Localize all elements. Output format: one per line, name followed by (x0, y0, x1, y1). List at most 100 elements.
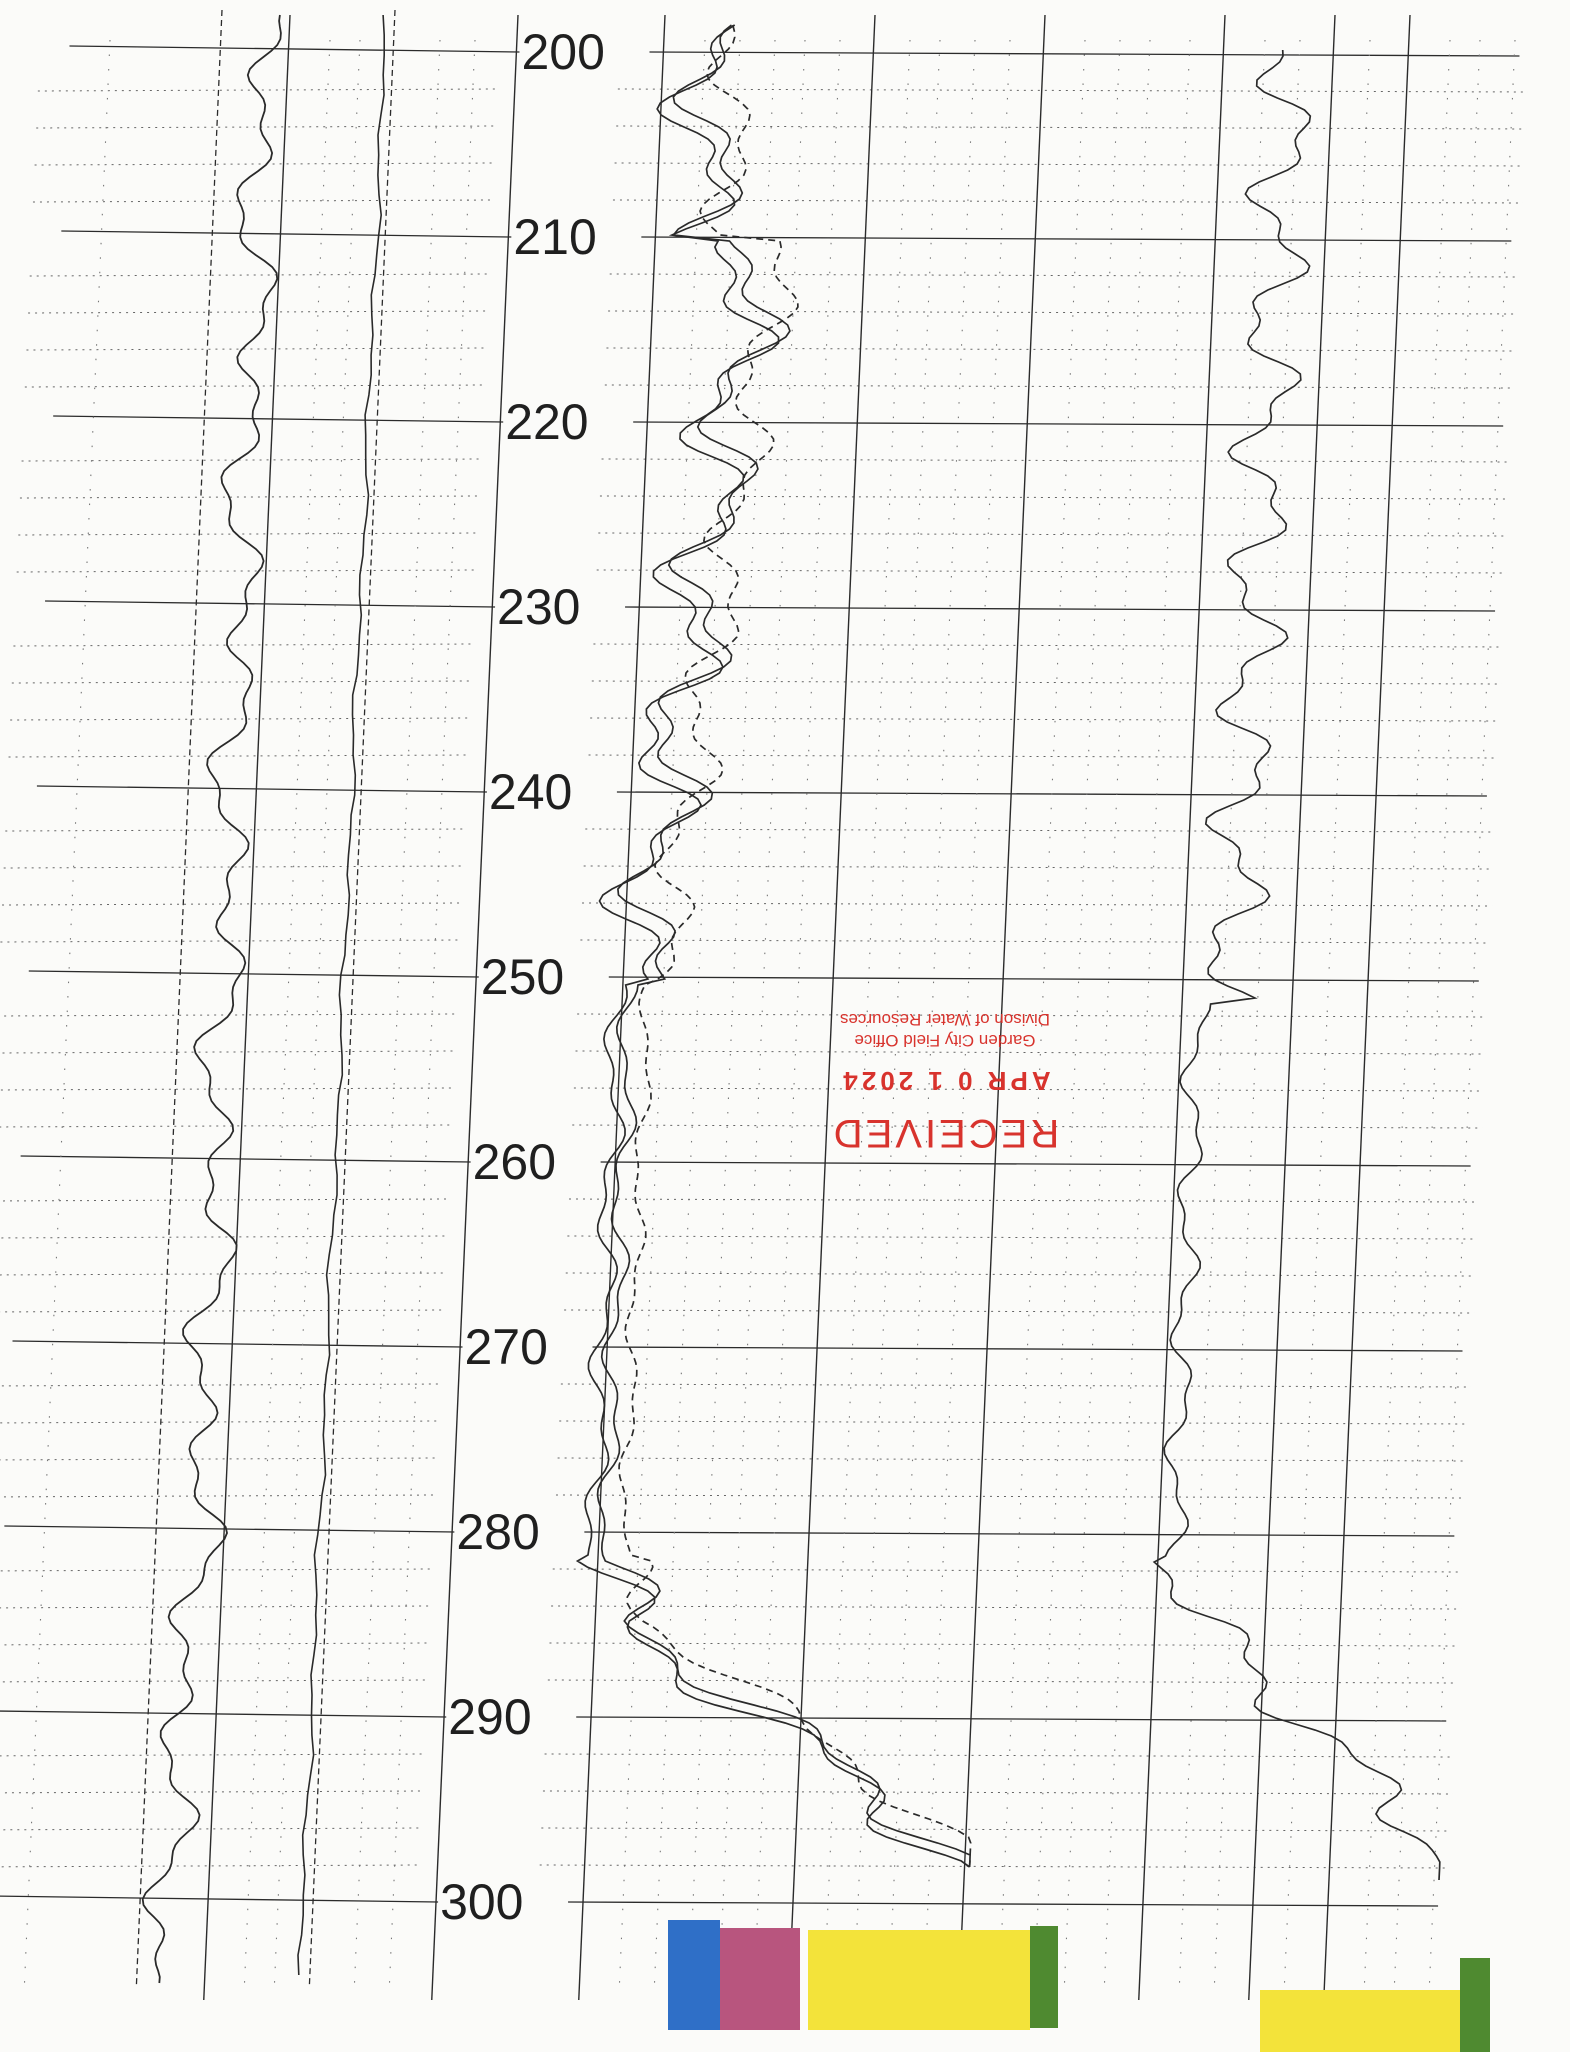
major-grid-right (584, 1531, 1455, 1537)
depth-label-260: 260 (472, 1134, 557, 1190)
track-line (1323, 14, 1411, 2001)
track-line (958, 14, 1046, 2001)
major-grid-right (576, 1716, 1447, 1722)
major-grid-right (592, 1346, 1463, 1352)
minor-grid-right (544, 1753, 1455, 1758)
minor-grid-right (565, 1272, 1476, 1277)
minor-grid-right (564, 1309, 1475, 1314)
minor-grid-left (24, 384, 485, 388)
stamp-title: RECEIVED (830, 1111, 1060, 1155)
stamp-division: Divison of Water Resources (839, 1010, 1051, 1029)
minor-grid-left (11, 680, 472, 684)
marker-magenta (720, 1928, 800, 2030)
depth-label-200: 200 (521, 24, 605, 80)
major-grid-left (28, 970, 479, 978)
minor-grid-left (0, 1383, 441, 1387)
fine-grid (1393, 39, 1481, 1991)
minor-grid-left (0, 1605, 432, 1609)
minor-grid-left (28, 310, 489, 314)
minor-grid-left (0, 1050, 456, 1054)
minor-grid-right (609, 273, 1520, 278)
fine-grid (353, 39, 441, 1991)
minor-grid-right (573, 1087, 1484, 1092)
major-grid-left (36, 785, 487, 793)
minor-grid-left (0, 1457, 438, 1461)
minor-grid-right (582, 902, 1493, 907)
minor-grid-right (583, 865, 1494, 870)
minor-grid-right (591, 680, 1502, 685)
minor-grid-left (0, 1790, 423, 1794)
minor-grid-right (560, 1383, 1471, 1388)
minor-grid-right (557, 1457, 1468, 1462)
fine-grid (1363, 39, 1451, 1991)
marker-blue (668, 1920, 720, 2030)
depth-label-210: 210 (513, 209, 597, 265)
major-grid-left (20, 1155, 471, 1163)
major-grid-left (12, 1340, 463, 1348)
minor-grid-right (596, 569, 1507, 574)
depth-label-240: 240 (488, 764, 573, 820)
minor-grid-left (0, 1235, 448, 1239)
minor-grid-right (539, 1864, 1450, 1869)
major-grid-right (608, 976, 1479, 982)
major-grid-right (641, 236, 1512, 242)
stamp-office: Garden City Field Office (854, 1031, 1036, 1050)
track-line (203, 14, 291, 2001)
log-curve-left-straight (297, 14, 385, 1976)
major-grid-right (625, 606, 1496, 612)
minor-grid-left (0, 1494, 436, 1498)
major-grid-right (568, 1901, 1439, 1907)
minor-grid-left (0, 1568, 433, 1572)
minor-grid-right (577, 1013, 1488, 1018)
minor-grid-right (575, 1050, 1486, 1055)
minor-grid-left (34, 162, 495, 166)
minor-grid-left (0, 1124, 453, 1128)
minor-grid-left (0, 1642, 430, 1646)
minor-grid-left (0, 1420, 440, 1424)
major-grid-left (61, 230, 512, 238)
minor-grid-right (617, 88, 1528, 93)
marker-yellow-left (808, 1930, 1030, 2030)
minor-grid-left (29, 273, 490, 277)
minor-grid-right (590, 717, 1501, 722)
minor-grid-right (555, 1494, 1466, 1499)
depth-label-230: 230 (497, 579, 581, 635)
minor-grid-right (612, 199, 1523, 204)
log-curve-mid-a (575, 24, 971, 1868)
minor-grid-left (0, 1753, 425, 1757)
depth-label-290: 290 (448, 1689, 532, 1745)
log-curve-mid-b (596, 24, 971, 1868)
minor-grid-left (13, 643, 474, 647)
major-grid-left (69, 45, 520, 53)
fine-grid (1103, 39, 1191, 1991)
depth-label-220: 220 (505, 394, 589, 450)
major-grid-right (649, 51, 1520, 57)
minor-grid-left (18, 532, 479, 536)
minor-grid-right (569, 1198, 1480, 1203)
minor-grid-left (5, 828, 466, 832)
minor-grid-right (551, 1605, 1462, 1610)
depth-label-250: 250 (480, 949, 565, 1005)
minor-grid-left (0, 1198, 450, 1202)
minor-grid-left (21, 458, 482, 462)
minor-grid-right (606, 347, 1517, 352)
minor-grid-left (10, 717, 471, 721)
minor-grid-left (2, 902, 463, 906)
fine-grid (273, 39, 361, 1991)
log-curve-left (141, 14, 282, 1984)
minor-grid-left (19, 495, 480, 499)
minor-grid-right (559, 1420, 1470, 1425)
major-grid-left (53, 415, 504, 423)
minor-grid-left (8, 754, 469, 758)
minor-grid-left (32, 199, 493, 203)
minor-grid-left (0, 1679, 428, 1683)
minor-grid-right (580, 939, 1491, 944)
log-curve-mid-dashed (618, 24, 972, 1868)
received-stamp: RECEIVED APR 0 1 2024 Garden City Field … (800, 955, 1090, 1155)
major-grid-left (0, 1710, 447, 1718)
major-grid-right (633, 421, 1504, 427)
minor-grid-left (0, 939, 461, 943)
minor-grid-left (37, 88, 498, 92)
